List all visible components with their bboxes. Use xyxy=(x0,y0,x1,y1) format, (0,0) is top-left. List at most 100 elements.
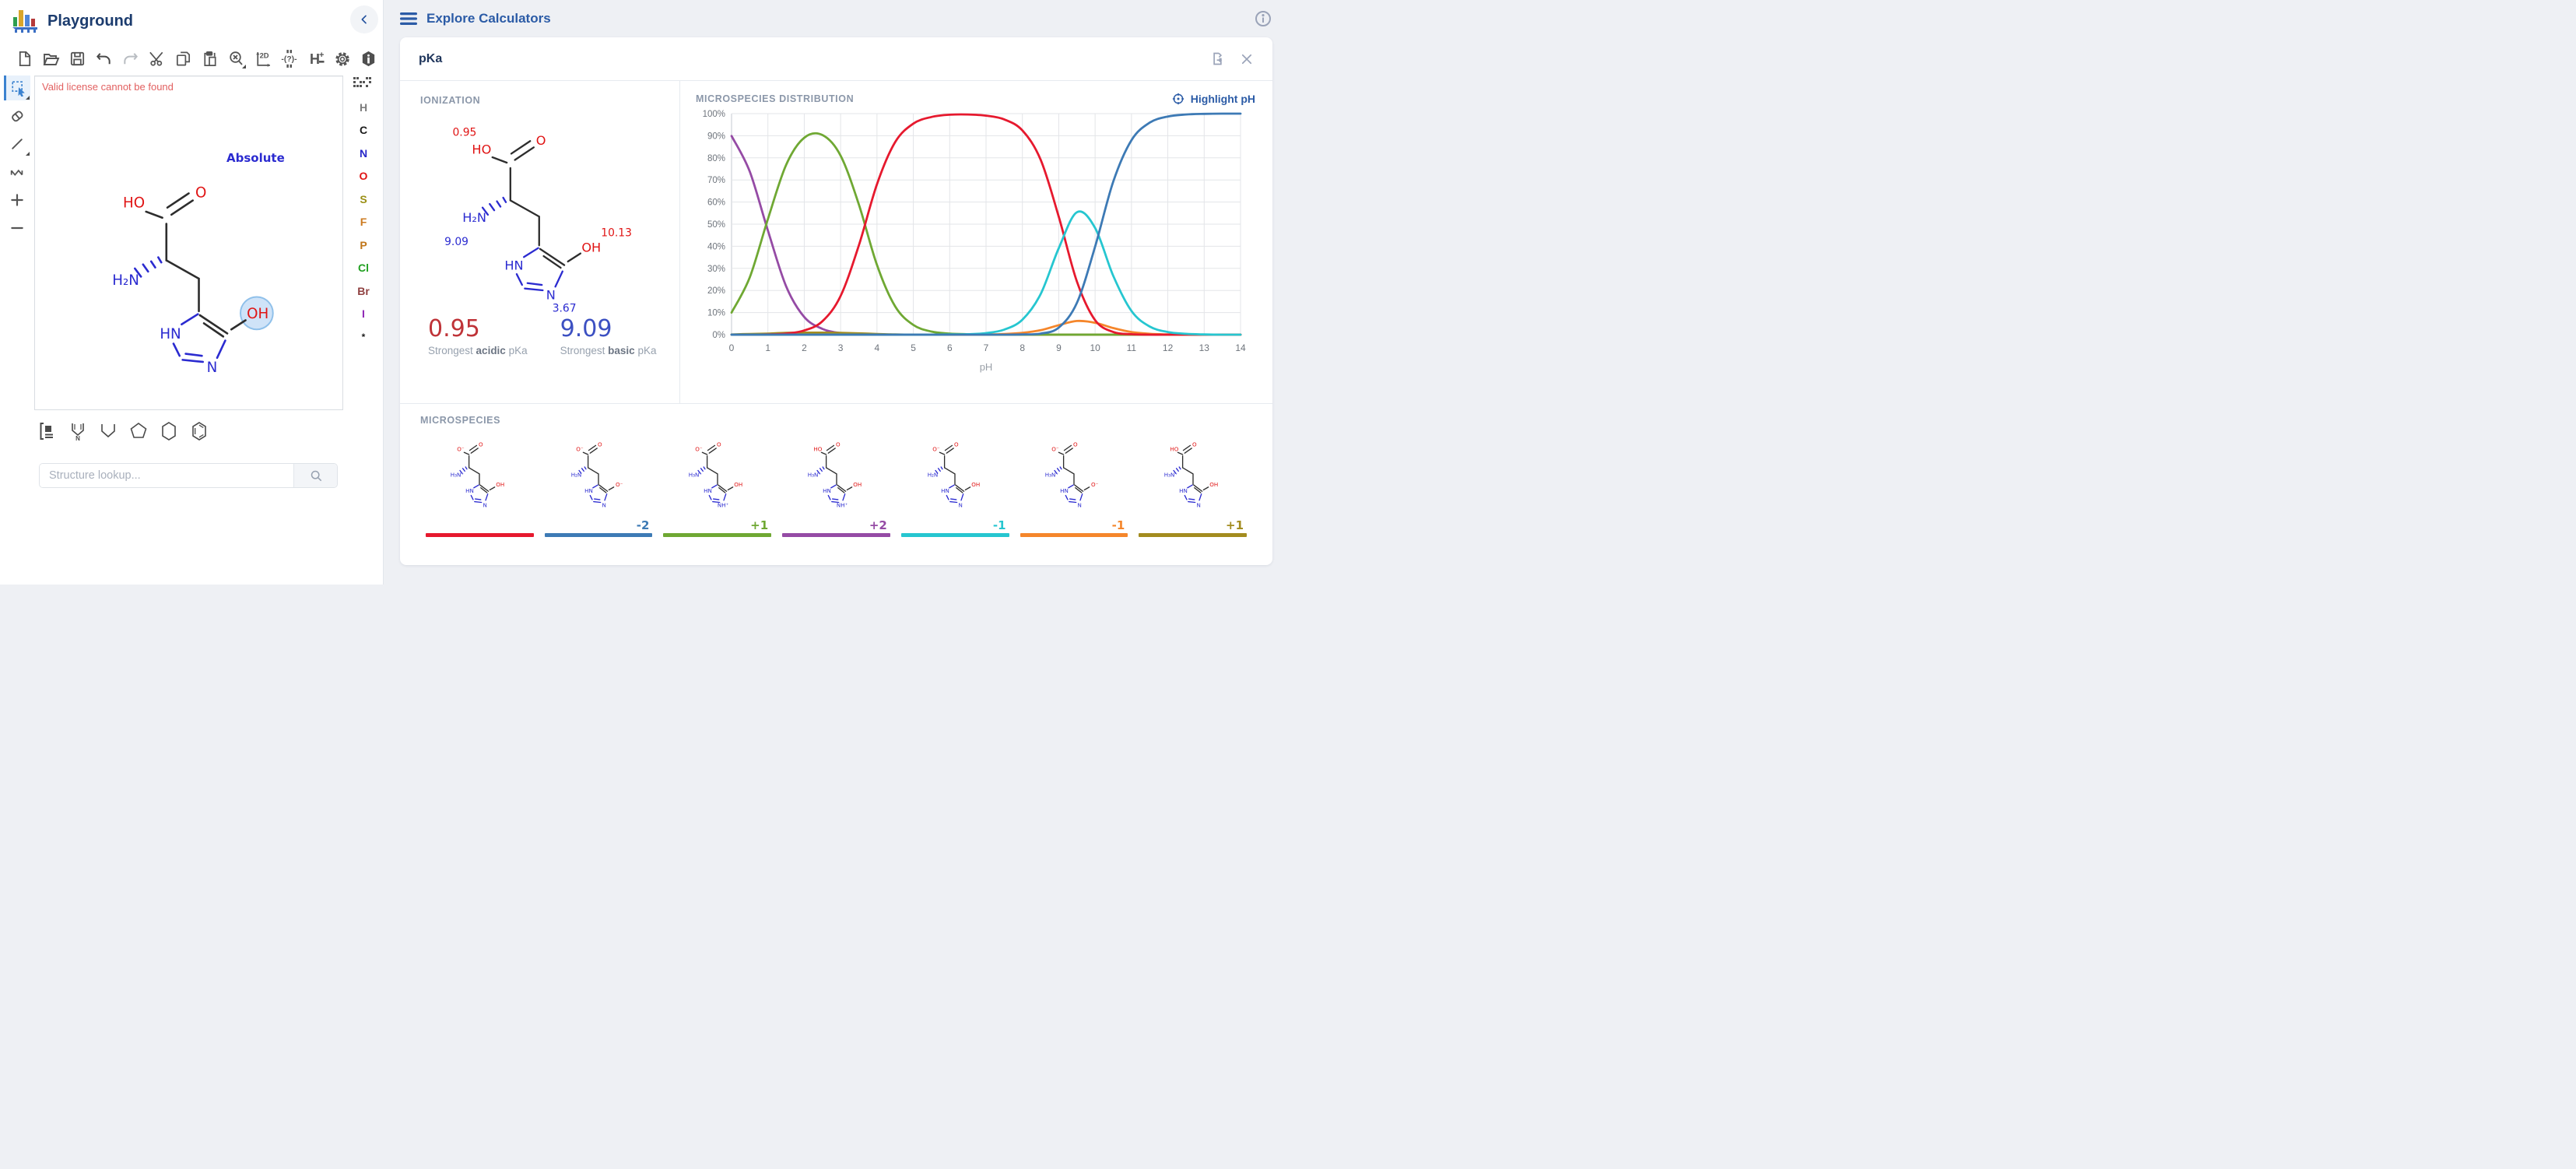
new-document-button[interactable] xyxy=(14,48,35,69)
svg-text:H₃N⁺: H₃N⁺ xyxy=(689,472,703,479)
element-N[interactable]: N xyxy=(359,146,368,160)
structure-canvas[interactable]: Valid license cannot be found Absolute H… xyxy=(34,75,343,410)
svg-text:OH: OH xyxy=(247,306,268,322)
cyclopentane-template[interactable] xyxy=(127,420,150,443)
selection-tool[interactable] xyxy=(4,75,30,100)
info-button[interactable] xyxy=(358,48,379,69)
pka-card-header: pKa xyxy=(400,37,1272,81)
x-tick-label: 3 xyxy=(838,342,844,353)
cyclohexane-template[interactable] xyxy=(157,420,181,443)
periodic-table-icon[interactable] xyxy=(353,77,374,88)
svg-text:HN: HN xyxy=(1179,487,1188,494)
close-button[interactable] xyxy=(1240,52,1254,66)
svg-text:N: N xyxy=(75,435,80,441)
copy-button[interactable] xyxy=(173,48,194,69)
element-O[interactable]: O xyxy=(359,170,368,183)
element-P[interactable]: P xyxy=(360,238,367,251)
open-button[interactable] xyxy=(40,48,61,69)
element-*[interactable]: * xyxy=(361,331,366,342)
highlight-ph-button[interactable]: Highlight pH xyxy=(1171,92,1255,106)
svg-text:H₂N: H₂N xyxy=(928,472,939,479)
strongest-acidic-label: Strongest acidic pKa xyxy=(428,345,528,356)
clean-2d-button[interactable]: 2D xyxy=(252,48,273,69)
svg-text:O: O xyxy=(717,441,721,448)
microspecies-row: O⁻ O H₃N⁺ HN N OH O⁻ O H₂N HN N O⁻ -2 xyxy=(420,435,1252,537)
svg-text:N: N xyxy=(1077,502,1081,509)
pka-label-ring-n: 3.67 xyxy=(553,303,577,314)
microspecies-structure: HO O H₃N⁺ HN NH⁺ OH xyxy=(807,441,861,508)
element-F[interactable]: F xyxy=(360,216,367,229)
svg-text:HN: HN xyxy=(466,487,475,494)
menu-button[interactable] xyxy=(400,12,417,26)
pka-label-amine: 9.09 xyxy=(444,236,469,248)
page-title: Explore Calculators xyxy=(426,11,551,26)
page-info-button[interactable] xyxy=(1254,9,1272,28)
abbreviation-button[interactable]: -(?)- xyxy=(279,48,300,69)
svg-text:O⁻: O⁻ xyxy=(458,446,465,453)
svg-text:HN: HN xyxy=(160,326,181,342)
structure-lookup-button[interactable] xyxy=(293,464,337,487)
eraser-tool[interactable] xyxy=(4,104,30,128)
svg-text:OH: OH xyxy=(972,481,981,488)
svg-text:HN: HN xyxy=(1060,487,1069,494)
svg-text:HN: HN xyxy=(704,487,712,494)
y-tick-label: 10% xyxy=(707,309,725,318)
svg-text:H₂N: H₂N xyxy=(571,472,582,479)
microspecies-item: HO O H₃N⁺ HN N OH +1 xyxy=(1133,435,1252,537)
element-palette: H C N O S F P Cl Br I * xyxy=(347,74,380,349)
card-title: pKa xyxy=(419,51,443,65)
structure-lookup-input[interactable] xyxy=(40,464,293,487)
svg-text:H₃N⁺: H₃N⁺ xyxy=(1163,472,1177,479)
microspecies-distribution-chart[interactable]: 0%10%20%30%40%50%60%70%80%90%100%0 1 2 3 4 5 6… xyxy=(696,106,1253,380)
undo-button[interactable] xyxy=(93,48,114,69)
svg-text:OH: OH xyxy=(497,481,505,488)
dropdown-corner xyxy=(26,96,30,100)
element-Br[interactable]: Br xyxy=(357,284,370,297)
x-tick-label: 10 xyxy=(1090,342,1100,353)
paste-button[interactable] xyxy=(199,48,220,69)
calculators-header: Explore Calculators xyxy=(400,0,1272,37)
y-tick-label: 0% xyxy=(712,331,725,340)
benzene-template[interactable] xyxy=(188,420,211,443)
element-H[interactable]: H xyxy=(359,100,368,114)
svg-text:HN: HN xyxy=(823,487,831,494)
chain-tool[interactable] xyxy=(4,160,30,184)
canvas-zone: Valid license cannot be found Absolute H… xyxy=(0,74,383,413)
export-button[interactable] xyxy=(1209,51,1226,67)
svg-text:HO: HO xyxy=(472,142,491,156)
editor-toolbar: 2D -(?)- H + xyxy=(0,37,383,74)
cut-button[interactable] xyxy=(146,48,167,69)
save-button[interactable] xyxy=(67,48,88,69)
strongest-acidic-value: 0.95 xyxy=(428,315,480,342)
open-folder-icon xyxy=(43,53,59,65)
settings-button[interactable] xyxy=(332,48,353,69)
svg-text:O: O xyxy=(195,185,206,202)
ionization-section: IONIZATION HO O H₂N HN N OH 0.95 9.09 1 xyxy=(400,81,680,403)
collapse-panel-button[interactable] xyxy=(350,5,378,33)
element-S[interactable]: S xyxy=(360,192,367,205)
svg-text:H₂N: H₂N xyxy=(112,272,139,289)
svg-text:N: N xyxy=(546,288,556,303)
svg-text:O: O xyxy=(598,441,602,448)
clear-zoom-button[interactable] xyxy=(226,48,247,69)
microspecies-charge: -2 xyxy=(636,518,650,532)
decrease-charge-tool[interactable] xyxy=(4,216,30,240)
x-tick-label: 1 xyxy=(765,342,770,353)
element-C[interactable]: C xyxy=(359,124,368,137)
element-I[interactable]: I xyxy=(362,307,365,321)
explicit-hydrogens-button[interactable]: H + xyxy=(305,48,326,69)
microspecies-charge: +1 xyxy=(750,518,769,532)
group-abbreviation-template[interactable] xyxy=(36,420,59,443)
strongest-acidic-block: 0.95 Strongest acidic pKa xyxy=(428,315,528,356)
element-Cl[interactable]: Cl xyxy=(358,262,369,275)
increase-charge-tool[interactable] xyxy=(4,188,30,212)
atom-highlight-circle xyxy=(240,296,274,331)
cyclopentadiene-template[interactable] xyxy=(97,420,120,443)
pyrrole-template[interactable]: N xyxy=(66,420,89,443)
bond-tool[interactable] xyxy=(4,132,30,156)
hydrogens-icon: H + xyxy=(310,51,324,67)
strongest-basic-value: 9.09 xyxy=(560,315,612,342)
x-tick-label: 8 xyxy=(1020,342,1025,353)
svg-text:O: O xyxy=(954,441,959,448)
redo-button[interactable] xyxy=(120,48,141,69)
